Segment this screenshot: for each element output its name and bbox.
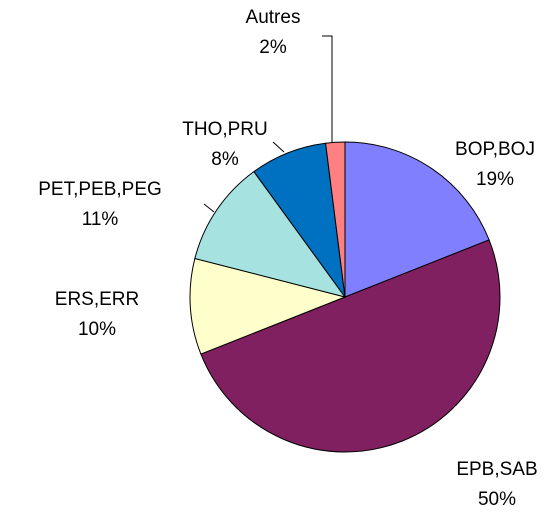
pie-slice	[200, 239, 501, 453]
pie-slice	[194, 170, 347, 298]
slice-label: PET,PEB,PEG	[38, 179, 162, 200]
slice-percent: 11%	[82, 209, 119, 230]
pie-slice	[344, 141, 490, 298]
pie-slice	[189, 257, 347, 355]
pie-slice	[325, 141, 346, 298]
slice-label: ERS,ERR	[55, 289, 139, 310]
slice-label: THO,PRU	[182, 119, 268, 140]
slice-percent: 50%	[478, 489, 516, 510]
leader-line	[322, 35, 333, 142]
slice-percent: 2%	[259, 37, 287, 58]
slice-label: BOP,BOJ	[455, 139, 535, 160]
slice-percent: 8%	[211, 149, 239, 170]
slice-label: Autres	[246, 7, 301, 28]
slice-percent: 10%	[78, 319, 116, 340]
leader-line	[272, 141, 285, 153]
slice-label: EPB,SAB	[456, 459, 537, 480]
slice-percent: 19%	[476, 169, 514, 190]
leader-line	[203, 203, 215, 213]
